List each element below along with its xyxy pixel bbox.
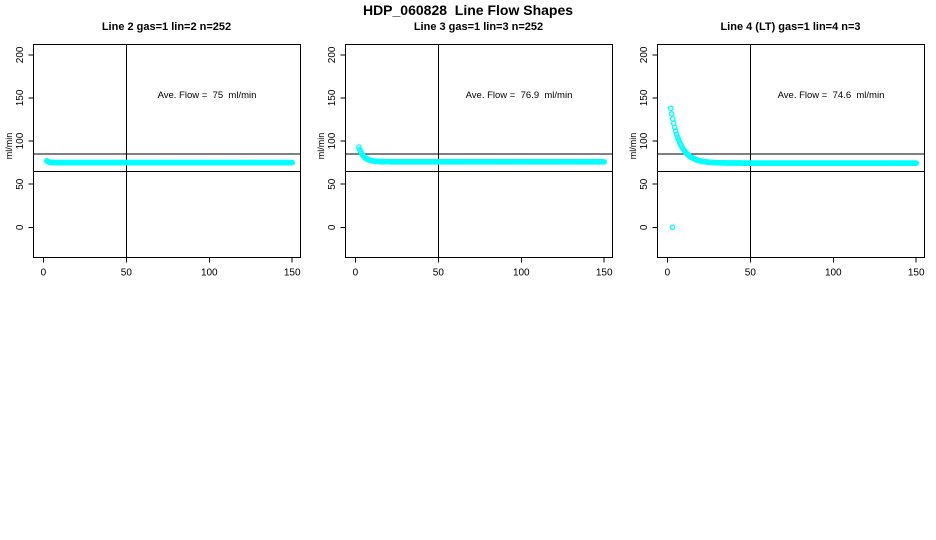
data-points (355, 144, 608, 165)
y-tick-label: 200 (15, 46, 26, 63)
x-tick-label: 0 (665, 268, 671, 279)
data-point (355, 144, 362, 150)
y-tick-label: 200 (639, 46, 650, 63)
x-axis: 0 50 100 150 (41, 257, 301, 279)
data-point (673, 131, 680, 138)
x-tick-label: 150 (596, 268, 613, 279)
x-axis: 0 50 100 150 (665, 257, 925, 279)
data-point (601, 158, 608, 165)
y-tick-label: 100 (15, 132, 26, 149)
panel-line3: 0 50 100 150 0 50 100 150 200 ml/min Line 3 gas=1… (312, 0, 624, 300)
x-tick-label: 50 (433, 268, 445, 279)
x-tick-label: 50 (121, 268, 133, 279)
ave-flow-annotation-line4: Ave. Flow = 74.6 ml/min (777, 90, 885, 101)
data-point (674, 134, 681, 141)
x-tick-label: 0 (41, 268, 47, 279)
x-tick-label: 150 (284, 268, 301, 279)
y-axis-title: ml/min (316, 133, 326, 160)
y-tick-label: 0 (639, 224, 650, 230)
y-axis: 0 50 100 150 200 (327, 46, 346, 230)
x-tick-label: 100 (513, 268, 530, 279)
x-tick-label: 0 (353, 268, 359, 279)
data-point (913, 160, 920, 166)
reference-lines (345, 44, 613, 258)
plot-box (33, 44, 301, 258)
x-tick-label: 50 (745, 268, 757, 279)
x-axis: 0 50 100 150 (353, 257, 613, 279)
y-axis-title: ml/min (628, 133, 638, 160)
data-point (667, 105, 674, 112)
data-point (668, 111, 675, 117)
figure-title: HDP_060828 Line Flow Shapes (362, 2, 574, 18)
x-tick-label: 100 (825, 268, 842, 279)
x-tick-label: 100 (201, 268, 218, 279)
data-point (672, 128, 679, 134)
x-tick-label: 150 (908, 268, 925, 279)
data-point (669, 116, 676, 122)
panel-title-line4: Line 4 (LT) gas=1 lin=4 n=3 (720, 21, 861, 33)
data-point (289, 159, 296, 166)
plot-box (345, 44, 613, 258)
plot-box (657, 44, 925, 258)
line3-plot: 0 50 100 150 0 50 100 150 200 ml/min (316, 44, 613, 279)
y-tick-label: 150 (15, 89, 26, 106)
ave-flow-annotation-line3: Ave. Flow = 76.9 ml/min (465, 90, 573, 101)
line2-plot: 0 50 100 150 0 50 100 150 200 ml/min (4, 44, 301, 279)
data-point (669, 224, 676, 231)
data-points (43, 158, 296, 166)
y-axis-title: ml/min (4, 133, 14, 160)
panel-title-line3: Line 3 gas=1 lin=3 n=252 (413, 21, 544, 33)
y-tick-label: 50 (327, 178, 338, 190)
data-points (667, 105, 920, 231)
y-tick-label: 200 (327, 46, 338, 63)
reference-lines (33, 44, 301, 258)
y-tick-label: 50 (15, 178, 26, 190)
y-tick-label: 150 (327, 89, 338, 106)
reference-lines (657, 44, 925, 258)
y-tick-label: 150 (639, 89, 650, 106)
y-axis: 0 50 100 150 200 (639, 46, 658, 230)
panel-line4: 0 50 100 150 0 50 100 150 200 ml/min Line 4 (LT) … (624, 0, 936, 300)
y-tick-label: 0 (15, 224, 26, 230)
line4-plot: 0 50 100 150 0 50 100 150 200 ml/min (628, 44, 925, 279)
y-tick-label: 0 (327, 224, 338, 230)
panel-line2: 0 50 100 150 0 50 100 150 200 ml/min Line 2 gas=1… (0, 0, 312, 300)
ave-flow-annotation-line2: Ave. Flow = 75 ml/min (157, 90, 257, 101)
y-axis: 0 50 100 150 200 (15, 46, 34, 230)
y-tick-label: 50 (639, 178, 650, 190)
panel-title-line2: Line 2 gas=1 lin=2 n=252 (101, 21, 232, 33)
y-tick-label: 100 (327, 132, 338, 149)
y-tick-label: 100 (639, 132, 650, 149)
